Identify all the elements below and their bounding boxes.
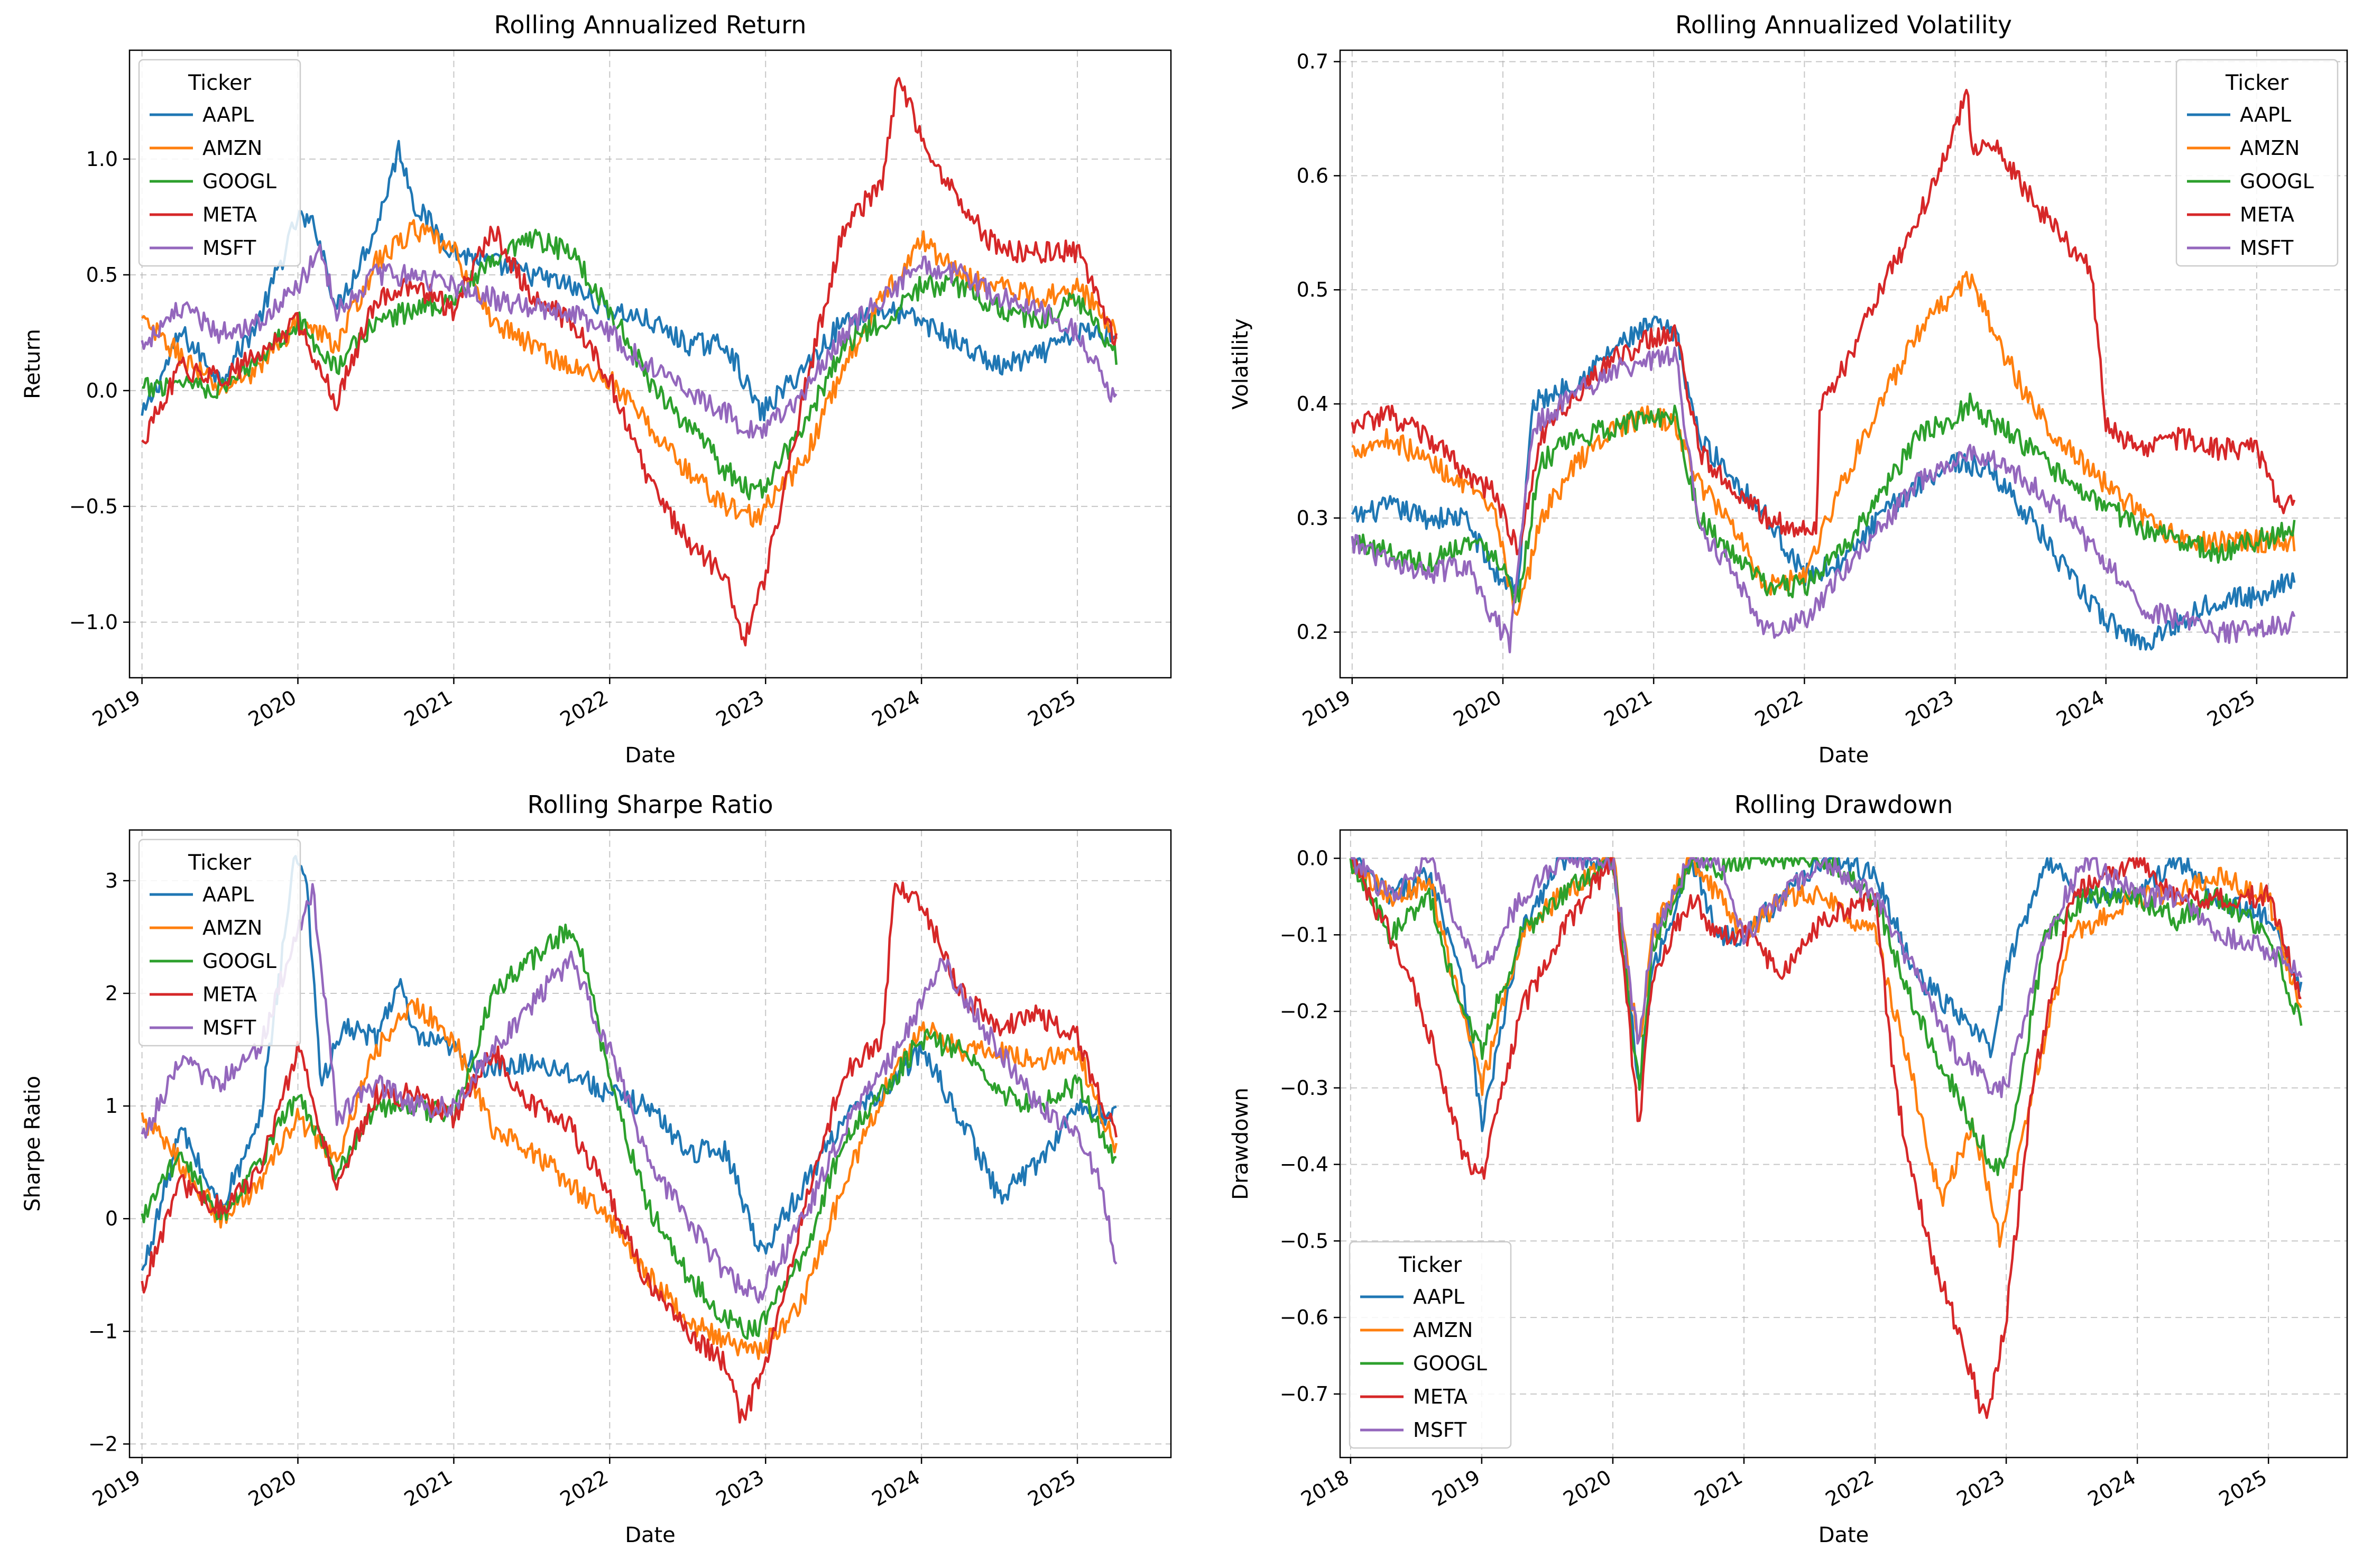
series-line-googl — [142, 228, 1118, 501]
legend-label-amzn: AMZN — [1413, 1318, 1473, 1342]
y-tick-label: 0.5 — [1297, 278, 1328, 301]
y-axis-label: Drawdown — [1229, 1087, 1253, 1200]
legend-title: Ticker — [2225, 71, 2289, 95]
chart-title: Rolling Annualized Volatility — [1675, 11, 2012, 39]
legend-label-googl: GOOGL — [202, 170, 276, 193]
y-tick-label: 0.0 — [1297, 847, 1328, 870]
plot-frame — [1339, 49, 2348, 679]
legend: Ticker AAPL AMZN GOOGL META MSFT — [1349, 1241, 1512, 1449]
plot-frame — [1339, 829, 2348, 1459]
y-tick-label: −0.5 — [1280, 1229, 1328, 1252]
chart-title: Rolling Sharpe Ratio — [527, 790, 773, 819]
chart-title: Rolling Annualized Return — [494, 11, 807, 39]
y-tick-label: −0.1 — [1280, 923, 1328, 946]
y-tick-label: −0.3 — [1280, 1076, 1328, 1100]
legend-label-msft: MSFT — [202, 1016, 256, 1039]
legend: Ticker AAPL AMZN GOOGL META MSFT — [138, 838, 301, 1047]
series-line-msft — [141, 883, 1118, 1304]
legend-label-meta: META — [2240, 203, 2294, 226]
legend-label-aapl: AAPL — [2240, 103, 2291, 126]
y-tick-label: 0.4 — [1297, 392, 1328, 416]
y-tick-label: 3 — [105, 869, 118, 892]
legend: Ticker AAPL AMZN GOOGL META MSFT — [2175, 59, 2339, 267]
legend-label-msft: MSFT — [2240, 236, 2294, 260]
series-line-meta — [141, 77, 1118, 647]
x-axis-label: Date — [1819, 1523, 1869, 1547]
series-line-meta — [1350, 857, 2302, 1419]
y-tick-label: −0.7 — [1280, 1382, 1328, 1406]
series-group — [1351, 89, 2296, 653]
y-tick-label: −0.2 — [1280, 1000, 1328, 1023]
y-tick-label: 0.0 — [86, 379, 118, 402]
legend-label-msft: MSFT — [1413, 1418, 1467, 1442]
series-line-msft — [141, 243, 1118, 439]
grid — [130, 830, 1171, 1458]
series-group — [141, 855, 1118, 1424]
legend-label-meta: META — [202, 203, 257, 226]
legend-label-amzn: AMZN — [2240, 136, 2300, 160]
series-line-googl — [141, 924, 1117, 1340]
y-tick-label: −0.4 — [1280, 1153, 1328, 1176]
series-group — [1349, 857, 2303, 1419]
legend-label-meta: META — [202, 983, 257, 1006]
legend-label-aapl: AAPL — [1413, 1285, 1464, 1308]
legend-label-googl: GOOGL — [202, 949, 276, 973]
y-tick-label: 1.0 — [86, 147, 118, 171]
y-tick-label: 0.3 — [1297, 506, 1328, 530]
y-tick-label: 2 — [105, 982, 118, 1005]
y-tick-label: −2 — [88, 1432, 118, 1455]
chart-title: Rolling Drawdown — [1734, 790, 1953, 819]
legend-label-aapl: AAPL — [202, 103, 254, 126]
series-line-meta — [1351, 89, 2296, 556]
legend-label-googl: GOOGL — [1413, 1352, 1487, 1375]
legend-label-meta: META — [1413, 1385, 1467, 1408]
y-tick-label: −0.5 — [69, 495, 118, 518]
y-tick-label: 0.2 — [1297, 621, 1328, 644]
legend-title: Ticker — [188, 71, 252, 95]
series-group — [141, 77, 1118, 647]
y-tick-label: 0 — [105, 1207, 118, 1230]
y-axis-label: Sharpe Ratio — [21, 1076, 45, 1212]
legend-label-googl: GOOGL — [2240, 170, 2314, 193]
x-axis-label: Date — [1819, 743, 1869, 768]
y-tick-label: 0.7 — [1297, 50, 1328, 73]
series-line-aapl — [141, 140, 1117, 422]
y-tick-label: −0.6 — [1280, 1306, 1328, 1329]
legend-title: Ticker — [188, 851, 252, 875]
series-line-msft — [1350, 857, 2303, 1099]
legend-label-amzn: AMZN — [202, 136, 262, 160]
x-axis-label: Date — [625, 1523, 676, 1547]
plot-frame — [128, 49, 1172, 679]
x-axis-label: Date — [625, 743, 676, 768]
y-axis-label: Volatility — [1229, 318, 1253, 410]
series-line-meta — [141, 881, 1118, 1424]
plot-frame — [128, 829, 1172, 1459]
y-tick-label: 0.6 — [1297, 164, 1328, 187]
series-line-aapl — [141, 855, 1117, 1271]
y-tick-label: 0.5 — [86, 263, 118, 287]
y-tick-label: 1 — [105, 1094, 118, 1118]
series-line-msft — [1351, 346, 2296, 653]
legend: Ticker AAPL AMZN GOOGL META MSFT — [138, 59, 301, 267]
series-line-googl — [1351, 392, 2296, 604]
legend-title: Ticker — [1398, 1253, 1462, 1277]
legend-label-aapl: AAPL — [202, 883, 254, 906]
y-tick-label: −1 — [88, 1320, 118, 1343]
y-tick-label: −1.0 — [69, 611, 118, 634]
y-axis-label: Return — [21, 329, 45, 399]
legend-label-msft: MSFT — [202, 236, 256, 260]
legend-label-amzn: AMZN — [202, 916, 262, 939]
